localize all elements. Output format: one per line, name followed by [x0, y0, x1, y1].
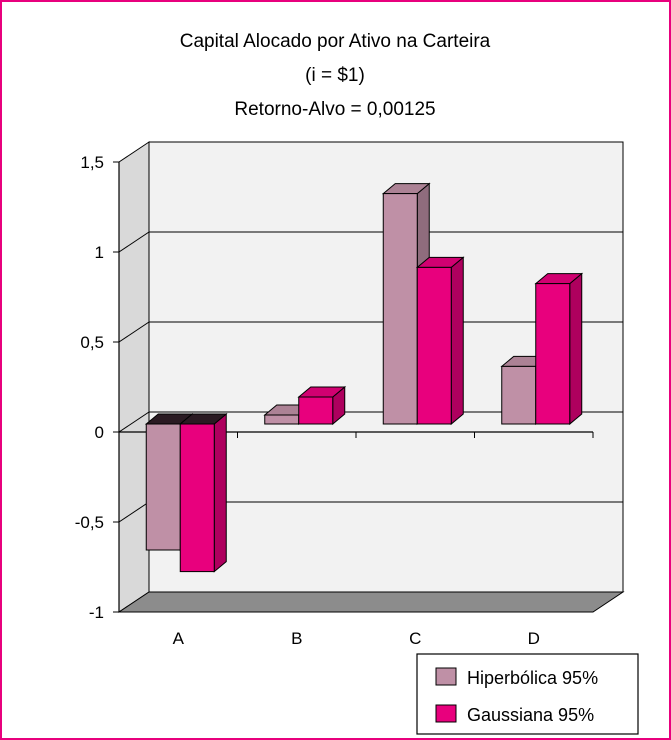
- legend-item-hiperbolica: Hiperbólica 95%: [435, 667, 598, 688]
- bar-c-gaussiana-95: [415, 256, 465, 426]
- floor: [117, 591, 625, 613]
- legend: Hiperbólica 95% Gaussiana 95%: [416, 653, 639, 735]
- gridline-side: [118, 231, 150, 253]
- legend-swatch-gaussiana: [435, 704, 457, 723]
- bar-series: [144, 182, 584, 573]
- bar-side: [450, 256, 464, 426]
- y-tick-label: 1,5: [80, 153, 104, 172]
- x-tick-label-a: A: [173, 629, 185, 648]
- legend-label-hiperbolica: Hiperbólica 95%: [467, 668, 598, 688]
- side-wall: [118, 141, 150, 613]
- bar-front: [264, 414, 300, 425]
- gridline-side: [118, 501, 150, 523]
- chart-subtitle-target-return: Retorno-Alvo = 0,00125: [234, 99, 435, 120]
- legend-swatch-hiperbolica: [435, 667, 457, 686]
- bar-front: [416, 266, 452, 425]
- x-tick-label-d: D: [528, 629, 540, 648]
- x-tick-label-b: B: [291, 629, 302, 648]
- y-tick-label: -1: [89, 603, 104, 622]
- bar-front: [501, 365, 537, 425]
- y-tick-label: 0,5: [80, 333, 104, 352]
- bar-d-gaussiana-95: [534, 272, 584, 426]
- bar-front: [382, 193, 418, 425]
- y-tick-label: 0: [95, 423, 104, 442]
- x-tick-label-c: C: [409, 629, 421, 648]
- legend-item-gaussiana: Gaussiana 95%: [435, 704, 594, 725]
- bar-front: [535, 283, 571, 425]
- y-tick-label: 1: [95, 243, 104, 262]
- chart-subtitle: (i = $1): [305, 65, 365, 86]
- bar-front: [179, 423, 215, 573]
- bar-side: [569, 272, 583, 426]
- y-tick-label: -0,5: [75, 513, 104, 532]
- bar-b-gaussiana-95: [297, 385, 347, 426]
- chart-title-group: Capital Alocado por Ativo na Carteira (i…: [180, 31, 491, 120]
- legend-label-gaussiana: Gaussiana 95%: [467, 705, 594, 725]
- x-axis-tick-labels: A B C D: [173, 629, 540, 648]
- gridline-side: [118, 321, 150, 343]
- bar-front: [145, 423, 181, 551]
- chart-title: Capital Alocado por Ativo na Carteira: [180, 31, 491, 52]
- bar-front: [298, 396, 334, 425]
- y-axis-tick-labels: 1,5 1 0,5 0 -0,5 -1: [75, 153, 104, 622]
- bar-side: [213, 412, 227, 573]
- bar-a-gaussiana-95: [178, 412, 228, 573]
- gridline-side: [118, 411, 150, 433]
